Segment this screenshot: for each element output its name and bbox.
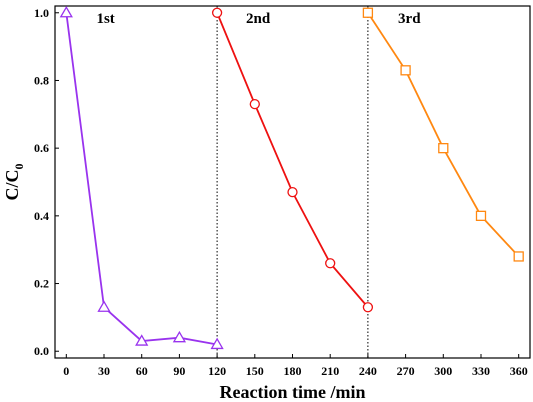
data-point-circle <box>325 258 336 269</box>
data-point-square <box>475 210 487 221</box>
data-point-square <box>400 65 411 76</box>
y-axis-title: C/C0 <box>2 164 26 201</box>
data-point-square <box>513 251 524 262</box>
axis-ticks: 0 30 60 90 120 150 180 210 240 270 300 330 360 0.0 0.2… <box>34 6 528 378</box>
y-axis-title-main: C/C <box>2 170 22 201</box>
data-point-square <box>362 7 374 18</box>
x-tick-label: 90 <box>173 364 185 378</box>
y-tick-label: 0.0 <box>34 344 49 358</box>
x-tick-label: 120 <box>208 364 226 378</box>
cycle-label: 1st <box>96 11 114 27</box>
x-tick-label: 330 <box>472 364 490 378</box>
series-layer <box>59 5 524 350</box>
y-axis-title-subscript: 0 <box>12 164 26 170</box>
data-point-triangle <box>172 330 187 343</box>
x-tick-label: 300 <box>434 364 452 378</box>
x-tick-label: 150 <box>246 364 264 378</box>
data-point-triangle <box>97 300 111 312</box>
data-point-triangle <box>210 337 224 350</box>
data-point-circle <box>362 302 374 313</box>
y-tick-label: 0.8 <box>34 73 49 87</box>
x-tick-label: 180 <box>284 364 302 378</box>
x-axis-title: Reaction time /min <box>220 382 366 402</box>
cycle-label: 2nd <box>246 11 271 27</box>
series-line-2 <box>216 12 369 308</box>
x-tick-label: 240 <box>359 364 377 378</box>
series-line-1 <box>65 12 218 346</box>
y-tick-label: 1.0 <box>34 6 49 20</box>
data-point-triangle <box>59 5 73 18</box>
y-tick-label: 0.6 <box>34 141 49 155</box>
y-tick-label: 0.4 <box>34 209 49 223</box>
x-tick-label: 30 <box>98 364 110 378</box>
x-tick-label: 0 <box>63 364 69 378</box>
x-tick-label: 60 <box>136 364 148 378</box>
data-point-triangle <box>135 334 149 346</box>
data-point-square <box>438 143 449 154</box>
series-line-3 <box>367 12 520 258</box>
plot-area <box>54 5 531 359</box>
data-point-circle <box>287 187 298 198</box>
x-tick-label: 210 <box>321 364 339 378</box>
data-point-circle <box>249 99 260 110</box>
cycle-annotations: 1st 2nd 3rd <box>96 11 421 27</box>
y-tick-label: 0.2 <box>34 277 49 291</box>
x-tick-label: 270 <box>397 364 415 378</box>
plot-frame <box>54 5 531 359</box>
x-tick-label: 360 <box>510 364 528 378</box>
data-point-circle <box>211 7 223 18</box>
cycle-label: 3rd <box>398 11 421 27</box>
